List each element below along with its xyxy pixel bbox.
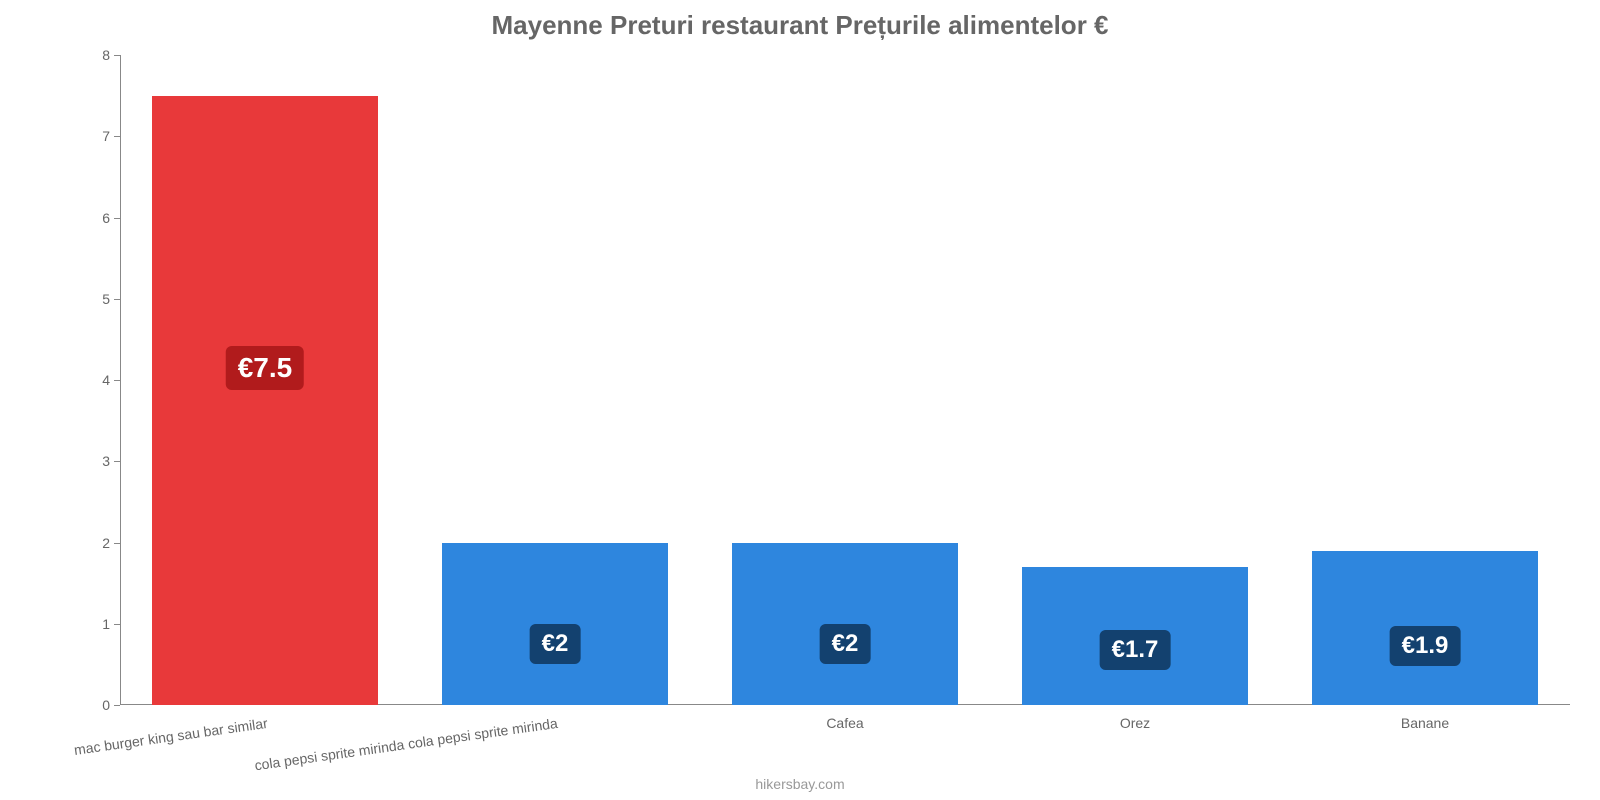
y-tick-mark [114,543,120,544]
y-tick-mark [114,705,120,706]
bar: €2 [732,543,958,706]
x-tick-label: mac burger king sau bar similar [72,705,269,758]
y-tick-mark [114,380,120,381]
value-badge: €7.5 [226,346,305,390]
value-badge: €2 [820,624,871,664]
bar: €1.7 [1022,567,1248,705]
y-tick-mark [114,218,120,219]
y-tick-mark [114,299,120,300]
plot-area: 012345678€7.5mac burger king sau bar sim… [120,55,1570,705]
y-tick-mark [114,461,120,462]
bar: €7.5 [152,96,378,705]
y-tick-mark [114,55,120,56]
x-tick-label: Banane [1401,705,1449,731]
value-badge: €1.7 [1100,630,1171,670]
chart-footer: hikersbay.com [0,776,1600,792]
y-tick-mark [114,136,120,137]
chart-title: Mayenne Preturi restaurant Prețurile ali… [0,10,1600,41]
value-badge: €2 [530,624,581,664]
x-tick-label: Cafea [826,705,863,731]
y-tick-mark [114,624,120,625]
bar: €1.9 [1312,551,1538,705]
price-bar-chart: Mayenne Preturi restaurant Prețurile ali… [0,0,1600,800]
value-badge: €1.9 [1390,626,1461,666]
y-axis-line [120,55,121,705]
bar: €2 [442,543,668,706]
x-tick-label: Orez [1120,705,1150,731]
x-tick-label: cola pepsi sprite mirinda cola pepsi spr… [252,705,558,773]
